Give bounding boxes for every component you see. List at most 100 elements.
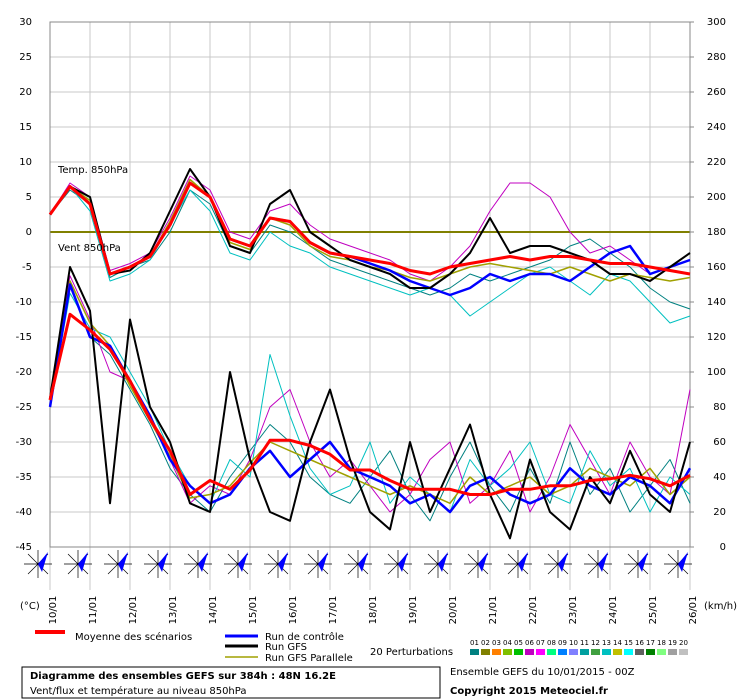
x-tick-label: 25/01 <box>648 596 659 625</box>
series-line <box>48 181 691 276</box>
y2-tick-label: 20 <box>713 507 726 518</box>
legend-swatch <box>558 649 567 655</box>
legend-label: Run GFS <box>265 642 307 653</box>
series-line <box>48 312 691 496</box>
legend-label: 10 <box>569 639 578 647</box>
legend-label: 08 <box>547 639 556 647</box>
y-tick-label: -25 <box>16 402 32 413</box>
y2-tick-label: 260 <box>707 87 726 98</box>
copyright: Copyright 2015 Meteociel.fr <box>450 686 608 697</box>
y2-tick-label: 60 <box>713 437 726 448</box>
y-tick-label: 25 <box>19 52 32 63</box>
y2-tick-label: 240 <box>707 122 726 133</box>
legend-swatch <box>536 649 545 655</box>
legend-label: 03 <box>492 639 501 647</box>
series-line <box>49 292 691 513</box>
x-tick-label: 20/01 <box>448 596 459 625</box>
legend-label: Run de contrôle <box>265 631 344 643</box>
legend-swatch <box>646 649 655 655</box>
legend-label: 05 <box>514 639 523 647</box>
x-tick-label: 26/01 <box>688 596 699 625</box>
rose-wedge <box>678 552 688 572</box>
x-tick-label: 19/01 <box>408 596 419 625</box>
y-tick-label: 20 <box>19 87 32 98</box>
legend-swatch <box>657 649 666 655</box>
chart-subtitle: Vent/flux et température au niveau 850hP… <box>30 685 246 697</box>
y2-tick-label: 80 <box>713 402 726 413</box>
plot <box>48 168 692 540</box>
x-tick-label: 11/01 <box>88 596 99 625</box>
x-tick-label: 15/01 <box>248 596 259 625</box>
legend: Moyenne des scénarios Run de contrôleRun … <box>35 630 688 664</box>
legend-label: 09 <box>558 639 567 647</box>
legend-label: 16 <box>635 639 644 647</box>
legend-swatch <box>492 649 501 655</box>
series-line <box>49 266 691 540</box>
rose-wedge <box>238 552 248 572</box>
x-tick-label: 17/01 <box>328 596 339 625</box>
y-tick-label: -10 <box>16 297 32 308</box>
legend-label: 11 <box>580 639 589 647</box>
y-axis-label: (°C) <box>20 601 40 612</box>
legend-label: 04 <box>503 639 512 647</box>
legend-swatch <box>547 649 556 655</box>
x-tick-label: 24/01 <box>608 596 619 625</box>
rose-wedge <box>518 552 528 572</box>
y-tick-label: 30 <box>19 17 32 28</box>
legend-label: 02 <box>481 639 490 647</box>
y-tick-label: -40 <box>16 507 32 518</box>
y2-tick-label: 180 <box>707 227 726 238</box>
annotation: Vent 850hPa <box>58 243 121 254</box>
legend-label: 12 <box>591 639 600 647</box>
y2-tick-label: 100 <box>707 367 726 378</box>
legend-swatch <box>624 649 633 655</box>
y2-tick-label: 40 <box>713 472 726 483</box>
y2-tick-label: 220 <box>707 157 726 168</box>
legend-label: 18 <box>657 639 666 647</box>
legend-label: 20 Perturbations <box>370 647 453 658</box>
wind-roses <box>24 550 692 578</box>
legend-swatch <box>580 649 589 655</box>
y2-tick-label: 140 <box>707 297 726 308</box>
y2-tick-label: 120 <box>707 332 726 343</box>
legend-label: 14 <box>613 639 622 647</box>
legend-swatch <box>602 649 611 655</box>
chart-title: Diagramme des ensembles GEFS sur 384h : … <box>30 671 336 682</box>
legend-label: 20 <box>679 639 688 647</box>
grid: -45-40-35-30-25-20-15-10-505101520253002… <box>16 17 726 624</box>
series-line <box>49 189 691 310</box>
rose-wedge <box>558 552 568 572</box>
legend-label: Run GFS Parallele <box>265 653 353 664</box>
legend-label: 07 <box>536 639 545 647</box>
annotation: Temp. 850hPa <box>57 165 128 176</box>
rose-wedge <box>278 552 288 572</box>
title-box <box>21 666 441 699</box>
x-tick-label: 18/01 <box>368 596 379 625</box>
legend-swatch <box>591 649 600 655</box>
legend-swatch <box>668 649 677 655</box>
y2-tick-label: 200 <box>707 192 726 203</box>
y-tick-label: 10 <box>19 157 32 168</box>
y-tick-label: -20 <box>16 367 32 378</box>
plot-frame <box>49 21 691 548</box>
x-tick-label: 23/01 <box>568 596 579 625</box>
rose-wedge <box>638 552 648 572</box>
rose-wedge <box>358 552 368 572</box>
y-tick-label: -45 <box>16 542 32 553</box>
y2-tick-label: 300 <box>707 17 726 28</box>
legend-swatch <box>569 649 578 655</box>
y-tick-label: -5 <box>22 262 32 273</box>
legend-label: 17 <box>646 639 655 647</box>
rose-wedge <box>38 552 48 572</box>
legend-swatch <box>635 649 644 655</box>
legend-label: 13 <box>602 639 611 647</box>
legend-label: 01 <box>470 639 479 647</box>
y-tick-label: -30 <box>16 437 32 448</box>
x-tick-label: 21/01 <box>488 596 499 625</box>
legend-label: Moyenne des scénarios <box>75 631 192 643</box>
x-tick-label: 12/01 <box>128 596 139 625</box>
y-tick-label: 15 <box>19 122 32 133</box>
legend-swatch <box>525 649 534 655</box>
legend-swatch <box>613 649 622 655</box>
run-info: Ensemble GEFS du 10/01/2015 - 00Z <box>450 667 635 678</box>
